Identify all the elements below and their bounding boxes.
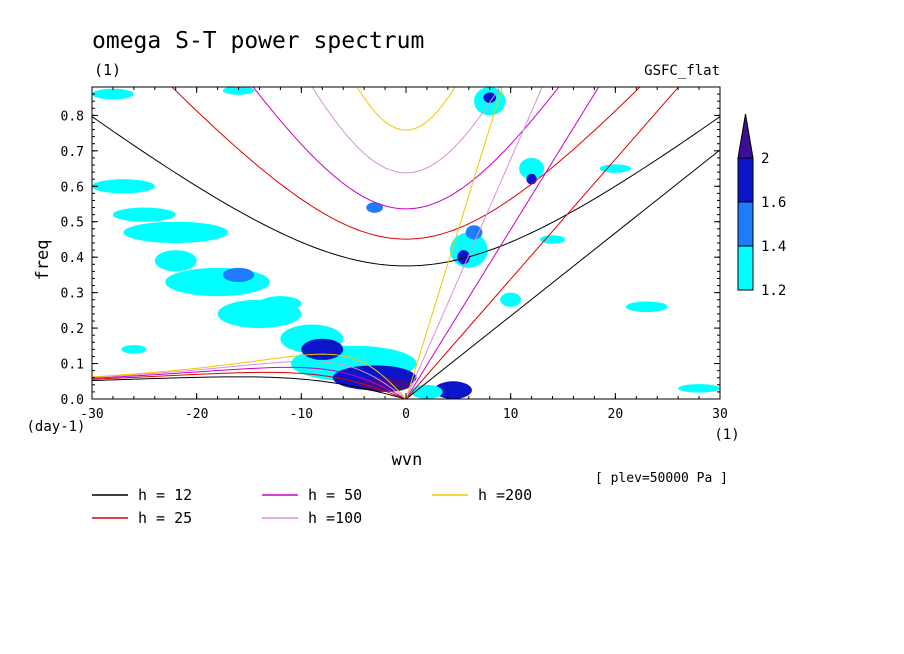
chart-subtitle-right: GSFC_flat <box>644 63 720 79</box>
y-axis-unit: (day-1) <box>26 419 85 435</box>
rossby-curve-h12 <box>92 376 407 399</box>
y-tick-label: 0.6 <box>61 180 84 195</box>
plot-frame <box>91 86 721 400</box>
kelvin-curve-h50 <box>405 87 600 399</box>
colorbar-label: 2 <box>761 151 769 167</box>
y-tick-label: 0.2 <box>61 322 84 337</box>
power-contour-22 <box>526 173 537 185</box>
power-contour-10 <box>112 207 176 222</box>
kelvin-curve-h200 <box>405 87 503 399</box>
gravity-curve-h100 <box>311 87 501 174</box>
legend-label-h12: h = 12 <box>138 486 192 504</box>
y-tick-label: 0.4 <box>61 251 85 266</box>
gravity-curve-h25 <box>171 87 641 240</box>
x-axis-ticks: -30 -20 -10 0 10 20 30 <box>80 87 728 422</box>
power-contour-26 <box>92 88 134 100</box>
power-contour-28 <box>121 345 147 354</box>
kelvin-curve-h25 <box>405 87 680 399</box>
colorbar-label: 1.6 <box>761 195 786 211</box>
power-contour-30 <box>599 164 632 173</box>
power-contour-17 <box>465 225 483 240</box>
y-tick-label: 0.5 <box>61 216 84 231</box>
rossby-curve-h25 <box>92 371 407 399</box>
plev-note: [ plev=50000 Pa ] <box>595 471 728 486</box>
power-contour-20 <box>483 92 497 103</box>
colorbar-swatch-1 <box>737 245 754 291</box>
y-tick-label: 0.3 <box>61 287 84 302</box>
x-tick-label: 20 <box>608 407 624 422</box>
y-tick-label: 0.7 <box>61 145 84 160</box>
rossby-curve-h100 <box>92 360 407 399</box>
y-tick-label: 0.8 <box>61 109 84 124</box>
power-contour-3 <box>358 377 412 392</box>
power-contour-7 <box>165 267 270 297</box>
gravity-curve-h50 <box>252 87 560 210</box>
power-contour-27 <box>222 87 255 95</box>
gravity-curve-h12 <box>92 116 720 267</box>
x-tick-label: 0 <box>402 407 410 422</box>
legend-label-h25: h = 25 <box>138 509 192 527</box>
power-contour-8 <box>222 267 255 282</box>
power-contour-11 <box>92 179 155 194</box>
chart-title: omega S-T power spectrum <box>92 28 424 54</box>
dispersion-curves <box>92 87 720 399</box>
power-contour-5 <box>301 338 344 361</box>
legend-label-h200: h =200 <box>478 486 532 504</box>
kelvin-curve-h12 <box>405 149 720 399</box>
colorbar-swatch-3 <box>737 157 754 203</box>
power-contour-23 <box>500 292 522 307</box>
power-contour-24 <box>625 301 668 313</box>
colorbar-extend-arrow <box>737 113 754 159</box>
power-contour-13 <box>259 296 302 311</box>
power-contour-25 <box>678 384 720 393</box>
kelvin-curve-h100 <box>405 87 543 399</box>
y-axis-label: freq <box>33 240 53 281</box>
x-tick-label: -30 <box>80 407 103 422</box>
power-contours <box>92 87 720 399</box>
rossby-curve-h200 <box>92 353 407 399</box>
gravity-curve-h200 <box>356 87 456 131</box>
colorbar-label: 1.2 <box>761 283 786 299</box>
x-tick-label: -20 <box>185 407 208 422</box>
chart-subtitle-left: (1) <box>94 61 121 79</box>
colorbar-label: 1.4 <box>761 239 786 255</box>
legend: h = 12 h = 25 h = 50 h =100 h =200 <box>92 486 532 527</box>
legend-label-h50: h = 50 <box>308 486 362 504</box>
colorbar: 2 1.6 1.4 1.2 <box>737 113 786 299</box>
x-axis-label: wvn <box>392 450 423 470</box>
x-tick-label: 10 <box>503 407 519 422</box>
x-tick-label: -10 <box>290 407 313 422</box>
colorbar-swatch-2 <box>737 201 754 247</box>
power-contour-12 <box>154 250 197 272</box>
power-contour-9 <box>123 221 229 243</box>
rossby-curve-h50 <box>92 366 407 399</box>
power-contour-14 <box>434 381 472 399</box>
y-tick-label: 0.1 <box>61 358 84 373</box>
power-contour-29 <box>366 202 383 213</box>
y-axis-ticks: 0.0 0.1 0.2 0.3 0.4 0.5 0.6 0.7 0.8 <box>61 93 720 408</box>
x-tick-label: 30 <box>712 407 728 422</box>
legend-label-h100: h =100 <box>308 509 362 527</box>
x-axis-unit: (1) <box>714 427 739 443</box>
power-contour-21 <box>519 157 545 180</box>
power-contour-31 <box>539 235 566 244</box>
y-tick-label: 0.0 <box>61 393 84 408</box>
